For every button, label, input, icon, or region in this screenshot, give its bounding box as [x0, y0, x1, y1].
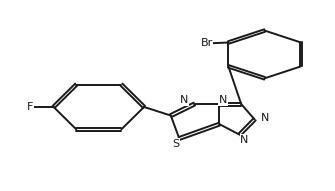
- Text: F: F: [27, 102, 34, 112]
- Text: N: N: [218, 95, 227, 105]
- Text: N: N: [180, 95, 188, 105]
- Text: Br: Br: [200, 38, 213, 49]
- Text: N: N: [261, 113, 269, 123]
- Text: N: N: [240, 135, 249, 145]
- Text: S: S: [172, 139, 180, 149]
